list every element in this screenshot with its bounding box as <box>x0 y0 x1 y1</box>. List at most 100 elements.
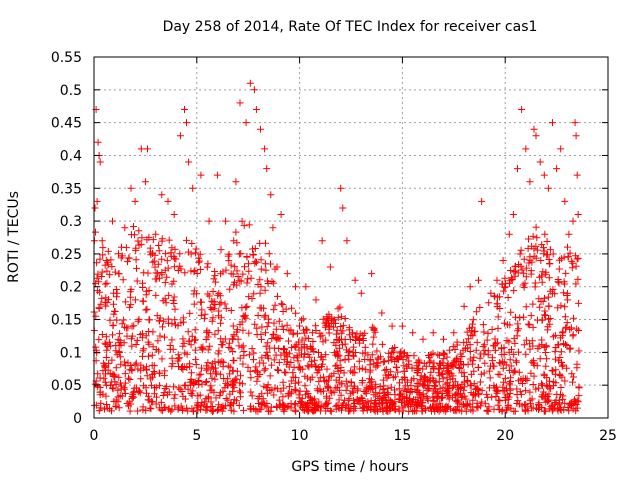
data-point <box>159 392 167 399</box>
data-point <box>142 332 150 340</box>
data-point <box>537 257 545 264</box>
data-point <box>197 298 205 306</box>
data-point <box>267 260 274 268</box>
data-point <box>513 400 521 407</box>
data-point <box>310 407 318 415</box>
data-point <box>526 345 534 353</box>
data-point <box>184 385 192 393</box>
data-point <box>205 292 213 300</box>
data-point <box>522 350 530 358</box>
data-point <box>198 364 205 372</box>
data-point <box>475 276 482 284</box>
data-point <box>334 336 342 344</box>
data-point <box>292 309 300 317</box>
data-point <box>410 352 418 360</box>
data-point <box>572 262 580 270</box>
data-point <box>179 392 187 400</box>
data-point <box>463 377 471 384</box>
data-point <box>381 366 389 374</box>
data-point <box>470 391 478 399</box>
data-point <box>323 313 331 321</box>
data-point <box>473 338 481 346</box>
data-point <box>101 280 109 288</box>
data-point <box>196 391 204 399</box>
data-point <box>200 314 208 322</box>
data-point <box>264 339 272 347</box>
data-point <box>520 341 528 349</box>
data-point <box>174 351 182 359</box>
data-point <box>549 405 557 413</box>
data-point <box>232 178 240 186</box>
data-point <box>575 327 583 334</box>
data-point <box>470 353 478 361</box>
data-point <box>206 304 214 312</box>
data-point <box>495 359 503 367</box>
data-point <box>146 316 154 324</box>
data-point <box>277 211 285 218</box>
data-point <box>96 391 104 399</box>
data-point <box>176 250 184 258</box>
data-point <box>260 313 268 321</box>
x-tick-label: 0 <box>90 428 99 444</box>
data-point <box>480 328 488 336</box>
data-point <box>391 344 399 351</box>
data-point <box>337 364 345 372</box>
data-point <box>197 171 205 179</box>
data-point <box>176 132 184 140</box>
data-point <box>557 384 565 391</box>
data-point <box>389 374 397 382</box>
data-point <box>244 275 252 283</box>
y-axis-label: ROTI / TECUs <box>6 191 22 283</box>
data-point <box>263 323 271 331</box>
data-point <box>334 305 342 313</box>
data-point <box>106 316 114 324</box>
data-point <box>518 402 526 410</box>
data-point <box>91 204 99 212</box>
tick-labels: 0 5 10 15 20 25 0 0.05 0.1 0.15 0.2 0.25 0.3 0.35 0.4 0… <box>51 50 617 444</box>
data-point <box>552 355 559 363</box>
data-point <box>95 305 103 312</box>
data-point <box>111 308 119 315</box>
data-point <box>570 397 578 405</box>
data-point <box>250 290 258 298</box>
data-point <box>506 277 514 285</box>
data-point <box>264 280 272 287</box>
data-point <box>262 239 269 247</box>
data-point <box>485 367 493 375</box>
data-point <box>484 407 492 415</box>
data-point <box>538 380 545 388</box>
data-point <box>388 322 396 330</box>
data-point <box>254 312 262 319</box>
data-point <box>314 366 322 374</box>
data-point <box>291 385 299 393</box>
data-point <box>209 360 217 368</box>
data-point <box>249 245 256 253</box>
data-point <box>201 310 209 318</box>
data-point <box>521 279 529 287</box>
y-tick-label: 0.4 <box>60 148 82 164</box>
y-tick-label: 0.1 <box>60 345 82 361</box>
data-point <box>455 358 463 366</box>
data-point <box>280 402 288 410</box>
data-point <box>555 265 563 273</box>
data-point <box>380 388 388 396</box>
data-point <box>183 350 191 358</box>
data-point <box>527 267 535 275</box>
data-point <box>130 223 137 230</box>
data-point <box>485 403 493 411</box>
data-point <box>488 354 496 362</box>
data-point <box>338 335 345 343</box>
data-point <box>421 381 429 389</box>
data-point <box>235 342 243 350</box>
data-point <box>253 258 260 266</box>
data-point <box>287 326 295 334</box>
data-point <box>464 377 472 385</box>
data-point <box>267 407 275 415</box>
data-point <box>212 370 220 378</box>
data-point <box>258 354 266 362</box>
data-point <box>304 351 312 358</box>
data-point <box>102 381 110 389</box>
data-point <box>231 375 239 383</box>
data-point <box>443 368 451 376</box>
data-point <box>501 394 509 401</box>
